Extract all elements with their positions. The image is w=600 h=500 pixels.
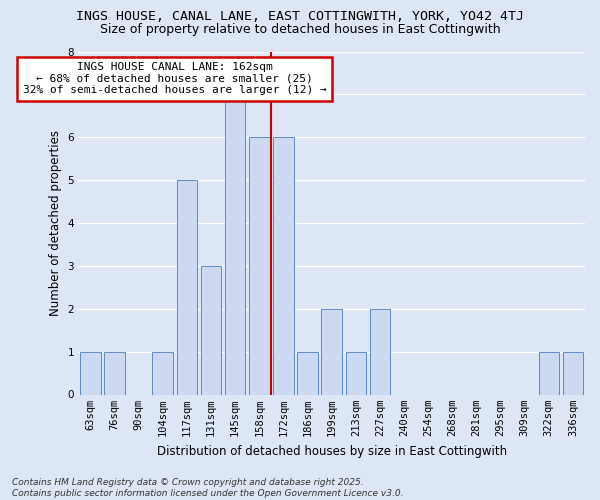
- Bar: [152, 352, 173, 395]
- Text: INGS HOUSE, CANAL LANE, EAST COTTINGWITH, YORK, YO42 4TJ: INGS HOUSE, CANAL LANE, EAST COTTINGWITH…: [76, 10, 524, 23]
- Bar: [563, 352, 583, 395]
- Bar: [249, 137, 269, 394]
- Y-axis label: Number of detached properties: Number of detached properties: [49, 130, 62, 316]
- Bar: [273, 137, 293, 394]
- Bar: [539, 352, 559, 395]
- Bar: [297, 352, 318, 395]
- Text: INGS HOUSE CANAL LANE: 162sqm
← 68% of detached houses are smaller (25)
32% of s: INGS HOUSE CANAL LANE: 162sqm ← 68% of d…: [23, 62, 326, 96]
- Bar: [201, 266, 221, 394]
- Text: Contains HM Land Registry data © Crown copyright and database right 2025.
Contai: Contains HM Land Registry data © Crown c…: [12, 478, 404, 498]
- Bar: [176, 180, 197, 394]
- X-axis label: Distribution of detached houses by size in East Cottingwith: Distribution of detached houses by size …: [157, 444, 507, 458]
- Bar: [322, 308, 342, 394]
- Bar: [370, 308, 390, 394]
- Text: Size of property relative to detached houses in East Cottingwith: Size of property relative to detached ho…: [100, 22, 500, 36]
- Bar: [104, 352, 125, 395]
- Bar: [225, 94, 245, 395]
- Bar: [346, 352, 366, 395]
- Bar: [80, 352, 101, 395]
